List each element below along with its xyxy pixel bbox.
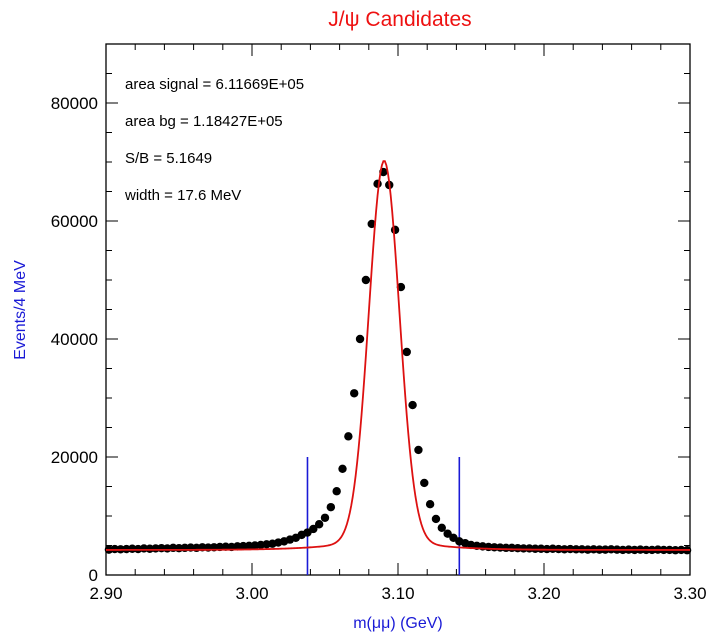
chart-title: J/ψ Candidates — [328, 8, 471, 31]
data-point — [519, 544, 528, 553]
data-point — [396, 282, 406, 292]
data-point — [414, 445, 423, 455]
axis-ticks — [105, 43, 691, 576]
data-point — [326, 502, 336, 512]
y-tick-label: 80000 — [51, 94, 98, 113]
data-point — [320, 513, 330, 522]
data-point — [314, 520, 324, 529]
fit-annotation: area bg = 1.18427E+05 — [125, 113, 283, 130]
x-tick-labels: 2.90 3.00 3.10 3.20 3.30 — [89, 584, 706, 603]
y-axis-title: Events/4 MeV — [12, 260, 29, 360]
y-tick-label: 40000 — [51, 330, 98, 349]
x-tick-label: 3.20 — [527, 584, 560, 603]
mass-window-lines — [306, 457, 461, 575]
x-tick-label: 3.30 — [673, 584, 706, 603]
x-tick-label: 2.90 — [89, 584, 122, 603]
fit-annotations: area signal = 6.11669E+05 area bg = 1.184… — [124, 76, 304, 204]
data-point — [355, 334, 365, 344]
data-point — [408, 400, 417, 410]
data-point — [443, 529, 452, 538]
data-point — [431, 514, 441, 524]
data-points — [104, 167, 692, 555]
data-point — [309, 524, 318, 534]
y-tick-label: 20000 — [51, 448, 98, 467]
fit-annotation: area signal = 6.11669E+05 — [125, 76, 304, 93]
data-point — [420, 478, 429, 488]
fit-curve — [106, 160, 690, 551]
y-tick-label: 0 — [89, 566, 98, 585]
data-point — [373, 179, 382, 189]
x-axis-title: m(μμ) (GeV) — [353, 615, 443, 632]
data-point — [402, 347, 411, 357]
data-point — [361, 275, 371, 285]
y-tick-labels: 0 20000 40000 60000 80000 — [51, 94, 98, 585]
data-point — [338, 464, 347, 473]
data-point — [344, 432, 353, 441]
data-point — [367, 219, 376, 229]
x-tick-label: 3.00 — [235, 584, 268, 603]
fit-annotation: S/B = 5.1649 — [125, 150, 212, 167]
fit-annotation: width = 17.6 MeV — [124, 187, 241, 204]
data-point — [437, 523, 446, 532]
data-point — [332, 487, 341, 496]
data-point — [425, 500, 435, 509]
x-tick-label: 3.10 — [381, 584, 414, 603]
data-point — [390, 225, 400, 235]
y-tick-label: 60000 — [51, 212, 98, 231]
data-point — [350, 389, 359, 398]
